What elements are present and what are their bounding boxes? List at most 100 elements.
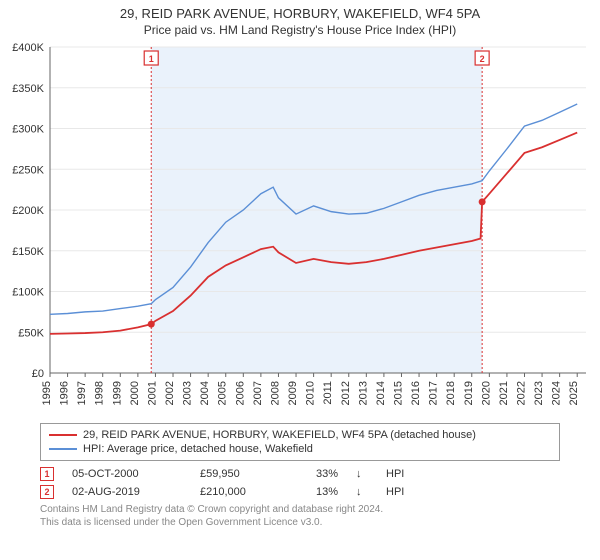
down-arrow-icon: ↓ xyxy=(356,468,368,480)
sale-pct: 13% xyxy=(298,486,338,498)
sale-row: 105-OCT-2000£59,95033%↓HPI xyxy=(40,465,560,483)
legend-item: 29, REID PARK AVENUE, HORBURY, WAKEFIELD… xyxy=(49,428,551,442)
xtick-label-group: 2001 xyxy=(146,381,158,405)
xtick-label: 1998 xyxy=(94,381,106,405)
xtick-label: 2024 xyxy=(551,381,563,405)
xtick-label-group: 2008 xyxy=(269,381,281,405)
xtick-label-group: 2018 xyxy=(445,381,457,405)
legend-item: HPI: Average price, detached house, Wake… xyxy=(49,442,551,456)
price-chart: £0 £50K £100K £150K £200K £250K £300K £350K £400… xyxy=(0,39,600,419)
xtick-label-group: 2016 xyxy=(410,381,422,405)
xtick-label-group: 2010 xyxy=(305,381,317,405)
xtick-label: 2008 xyxy=(269,381,281,405)
sale-marker-num: 1 xyxy=(149,54,154,64)
xtick-label-group: 2000 xyxy=(129,381,141,405)
xtick-label: 2022 xyxy=(515,381,527,405)
xtick-label: 2021 xyxy=(498,381,510,405)
down-arrow-icon: ↓ xyxy=(356,486,368,498)
xtick-label: 2001 xyxy=(146,381,158,405)
xtick-label: 2003 xyxy=(182,381,194,405)
sale-marker-num: 2 xyxy=(480,54,485,64)
xtick-label-group: 1995 xyxy=(41,381,53,405)
xtick-label-group: 2014 xyxy=(375,381,387,405)
xtick-label-group: 1996 xyxy=(59,381,71,405)
xtick-label: 2013 xyxy=(357,381,369,405)
ytick-label: £300K xyxy=(12,124,44,136)
xtick-label-group: 2013 xyxy=(357,381,369,405)
ytick-label: £400K xyxy=(12,42,44,54)
xtick-label-group: 2019 xyxy=(463,381,475,405)
sale-marker-icon: 2 xyxy=(40,485,54,499)
xtick-label-group: 2004 xyxy=(199,381,211,405)
xtick-label: 1995 xyxy=(41,381,53,405)
sale-pct: 33% xyxy=(298,468,338,480)
sale-dot xyxy=(148,321,155,328)
ytick-label: £0 xyxy=(32,368,44,380)
sale-dot xyxy=(479,198,486,205)
ytick-label: £250K xyxy=(12,164,44,176)
xtick-label-group: 2002 xyxy=(164,381,176,405)
xtick-label-group: 2006 xyxy=(234,381,246,405)
ytick-label: £200K xyxy=(12,205,44,217)
xtick-label-group: 2025 xyxy=(568,381,580,405)
xtick-label: 2006 xyxy=(234,381,246,405)
xtick-label: 2000 xyxy=(129,381,141,405)
sale-row: 202-AUG-2019£210,00013%↓HPI xyxy=(40,483,560,501)
xtick-label: 2016 xyxy=(410,381,422,405)
sale-marker-icon: 1 xyxy=(40,467,54,481)
ytick-label: £50K xyxy=(18,327,44,339)
xtick-label: 2023 xyxy=(533,381,545,405)
xtick-label-group: 2023 xyxy=(533,381,545,405)
xtick-label-group: 2011 xyxy=(322,381,334,405)
xtick-label: 2015 xyxy=(392,381,404,405)
xtick-label: 1997 xyxy=(76,381,88,405)
xtick-label: 1999 xyxy=(111,381,123,405)
xtick-label-group: 2020 xyxy=(480,381,492,405)
xtick-label-group: 1998 xyxy=(94,381,106,405)
xtick-label-group: 2005 xyxy=(217,381,229,405)
xtick-label: 2025 xyxy=(568,381,580,405)
xtick-label: 2010 xyxy=(305,381,317,405)
legend-label: HPI: Average price, detached house, Wake… xyxy=(83,443,313,455)
xtick-label: 1996 xyxy=(59,381,71,405)
xtick-label-group: 2024 xyxy=(551,381,563,405)
xtick-label-group: 2022 xyxy=(515,381,527,405)
ytick-label: £350K xyxy=(12,83,44,95)
xtick-label: 2017 xyxy=(428,381,440,405)
legend-swatch xyxy=(49,434,77,436)
xtick-label: 2002 xyxy=(164,381,176,405)
xtick-label: 2014 xyxy=(375,381,387,405)
sale-price: £210,000 xyxy=(200,486,280,498)
ytick-label: £100K xyxy=(12,287,44,299)
xtick-label-group: 1999 xyxy=(111,381,123,405)
page-title: 29, REID PARK AVENUE, HORBURY, WAKEFIELD… xyxy=(8,6,592,21)
xtick-label-group: 2009 xyxy=(287,381,299,405)
xtick-label: 2005 xyxy=(217,381,229,405)
page-subtitle: Price paid vs. HM Land Registry's House … xyxy=(8,23,592,37)
xtick-label: 2020 xyxy=(480,381,492,405)
legend-label: 29, REID PARK AVENUE, HORBURY, WAKEFIELD… xyxy=(83,429,476,441)
xtick-label: 2018 xyxy=(445,381,457,405)
xtick-label: 2004 xyxy=(199,381,211,405)
ytick-label: £150K xyxy=(12,246,44,258)
sales-table: 105-OCT-2000£59,95033%↓HPI202-AUG-2019£2… xyxy=(40,465,560,501)
xtick-label-group: 2003 xyxy=(182,381,194,405)
xtick-label: 2011 xyxy=(322,381,334,405)
sale-date: 05-OCT-2000 xyxy=(72,468,182,480)
xtick-label-group: 2007 xyxy=(252,381,264,405)
xtick-label-group: 1997 xyxy=(76,381,88,405)
chart-canvas: £0 £50K £100K £150K £200K £250K £300K £350K £400… xyxy=(0,39,600,419)
sale-hpi-label: HPI xyxy=(386,468,416,480)
xtick-label-group: 2012 xyxy=(340,381,352,405)
sale-hpi-label: HPI xyxy=(386,486,416,498)
xtick-label: 2009 xyxy=(287,381,299,405)
xtick-label-group: 2015 xyxy=(392,381,404,405)
legend-swatch xyxy=(49,448,77,450)
footer-attribution: Contains HM Land Registry data © Crown c… xyxy=(40,503,560,529)
xtick-label-group: 2021 xyxy=(498,381,510,405)
footer-line: Contains HM Land Registry data © Crown c… xyxy=(40,503,560,516)
xtick-label: 2012 xyxy=(340,381,352,405)
xtick-label: 2019 xyxy=(463,381,475,405)
footer-line: This data is licensed under the Open Gov… xyxy=(40,516,560,529)
legend-box: 29, REID PARK AVENUE, HORBURY, WAKEFIELD… xyxy=(40,423,560,461)
